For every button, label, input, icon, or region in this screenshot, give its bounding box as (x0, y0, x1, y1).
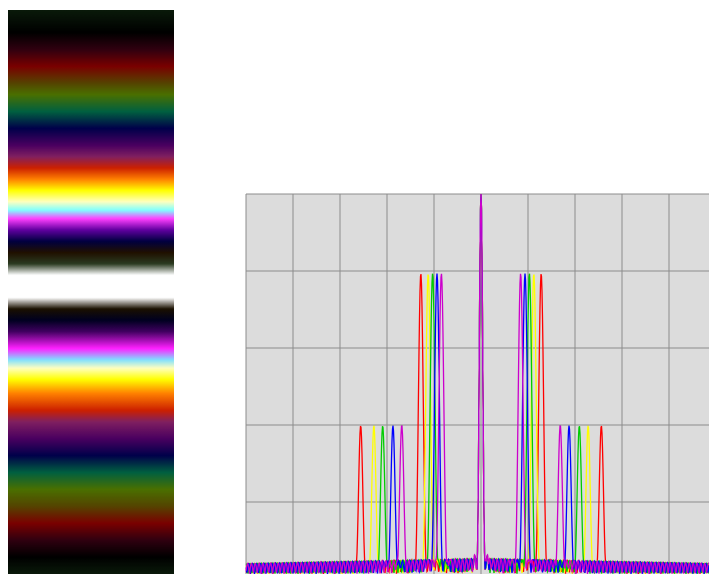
series-line (245, 193, 709, 574)
interference-fringe-strip (8, 10, 174, 574)
series-group (245, 193, 709, 574)
grid-lines (245, 193, 709, 574)
